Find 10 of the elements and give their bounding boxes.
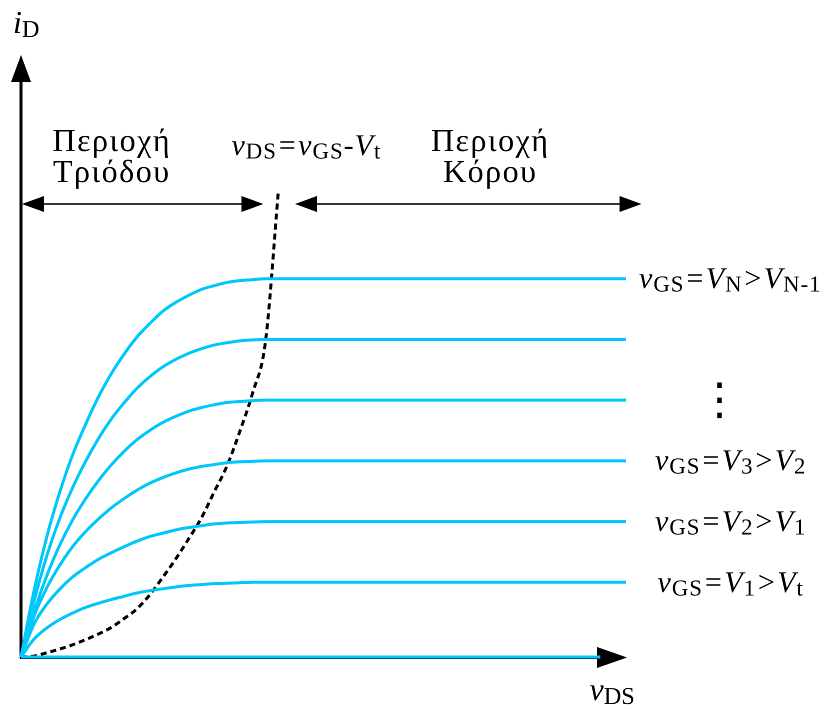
text: Περιοχή Κόρου	[430, 122, 550, 189]
series-label: v$_{GS}$=V$_{2}$>V$_{1}$	[655, 505, 806, 540]
series-label: v$_{GS}$=V$_{N}$>V$_{N-1}$	[639, 262, 822, 297]
series-label: v$_{GS}$=V$_{1}$>V$_{t}$	[658, 566, 804, 600]
series-label: v$_{GS}$=V$_{3}$>V$_{2}$	[655, 444, 806, 479]
text: ⋮	[698, 374, 742, 425]
x-axis-title: v$_{DS}$	[590, 670, 635, 709]
y-axis-title: i$_{D}$	[13, 4, 40, 42]
series-label: v$_{DS}$=v$_{GS}$-V$_{t}$	[231, 128, 382, 164]
text: Περιοχή Τριόδου	[52, 122, 172, 189]
